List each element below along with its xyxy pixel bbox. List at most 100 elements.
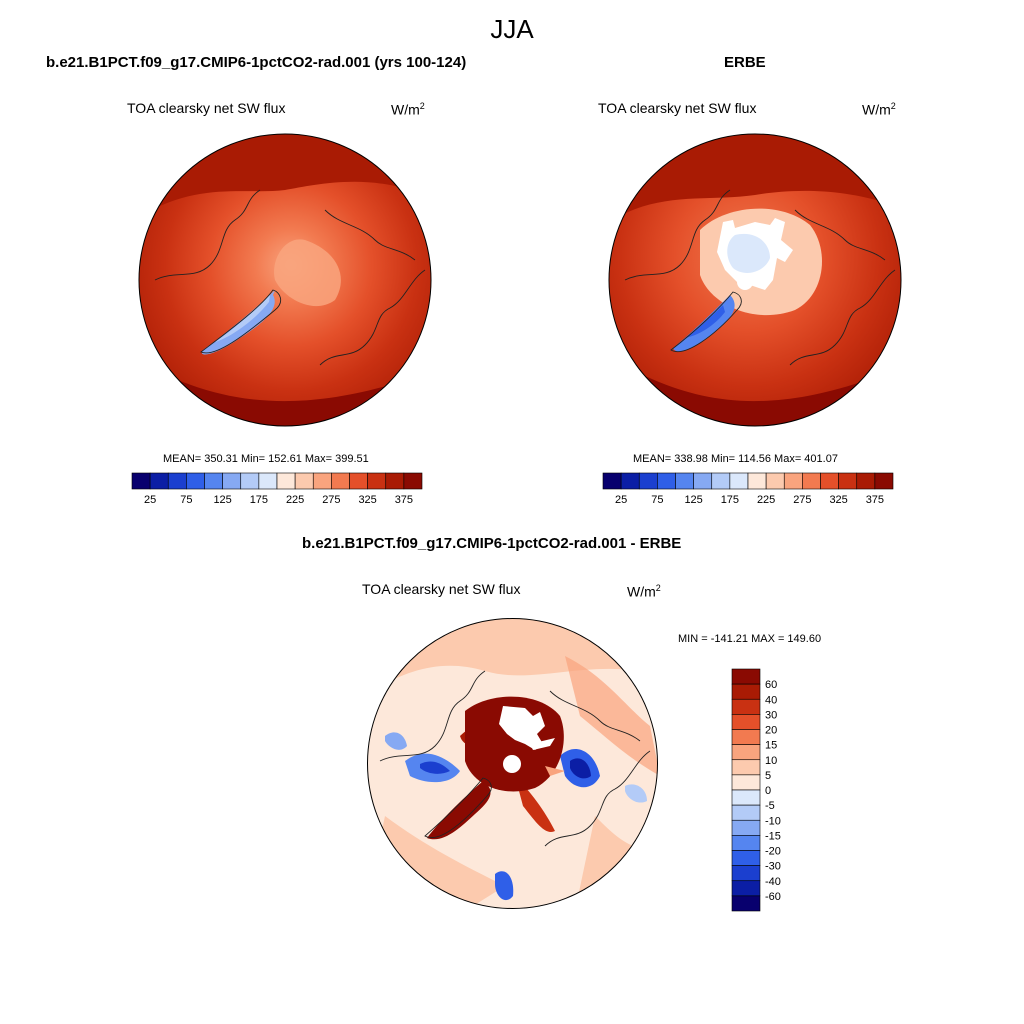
model-greenland-patch	[201, 290, 275, 355]
model-units-label: W/m2	[391, 101, 425, 118]
model-panel-title: b.e21.B1PCT.f09_g17.CMIP6-1pctCO2-rad.00…	[46, 54, 467, 71]
obs-units-label: W/m2	[862, 101, 896, 118]
colorbar-tick-label: 25	[144, 494, 156, 506]
colorbar-swatch	[312, 472, 332, 490]
model-variable-label: TOA clearsky net SW flux	[127, 100, 286, 116]
colorbar-swatch	[620, 472, 640, 490]
colorbar-tick-label: 225	[757, 494, 775, 506]
obs-coastline-greenland	[670, 291, 742, 352]
colorbar-tick-label: 325	[358, 494, 376, 506]
colorbar-swatch	[294, 472, 314, 490]
colorbar-swatch	[731, 698, 761, 715]
colorbar-tick-label: 0	[765, 785, 771, 797]
model-polar-map	[138, 133, 432, 427]
colorbar-tick-label: 20	[765, 725, 777, 737]
colorbar-swatch	[731, 865, 761, 882]
colorbar-tick-label: -15	[765, 830, 781, 842]
diff-coastline-na	[379, 670, 486, 762]
colorbar-swatch	[731, 789, 761, 806]
colorbar-swatch	[731, 729, 761, 745]
colorbar-swatch	[222, 472, 242, 490]
colorbar-swatch	[731, 683, 761, 700]
colorbar-swatch	[765, 472, 785, 490]
colorbar-swatch	[204, 472, 223, 490]
diff-coastline-greenland	[424, 777, 492, 838]
colorbar-tick-label: 15	[765, 740, 777, 752]
obs-stats: MEAN= 338.98 Min= 114.56 Max= 401.07	[633, 453, 838, 465]
colorbar-swatch	[731, 835, 761, 851]
diff-units-label: W/m2	[627, 583, 661, 600]
colorbar-swatch	[349, 472, 368, 490]
colorbar-swatch	[802, 472, 821, 490]
colorbar-swatch	[149, 472, 169, 490]
colorbar-tick-label: 5	[765, 770, 771, 782]
diff-missing-polar-cap	[499, 706, 545, 750]
colorbar-tick-label: 175	[721, 494, 739, 506]
colorbar-swatch	[731, 714, 761, 730]
colorbar-swatch	[602, 472, 622, 490]
colorbar-swatch	[731, 744, 761, 761]
diff-blue-south	[495, 871, 514, 901]
colorbar-swatch	[367, 472, 387, 490]
colorbar-tick-label: 10	[765, 755, 777, 767]
colorbar-tick-label: 125	[684, 494, 702, 506]
diff-coastline-eu	[544, 750, 651, 847]
diff-colorbar: 60 40 30 20 15 10 5 0 -5 -10 -15 -20 -30 -40 -60	[731, 668, 781, 912]
colorbar-tick-label: -5	[765, 800, 775, 812]
diff-panel-title: b.e21.B1PCT.f09_g17.CMIP6-1pctCO2-rad.00…	[302, 535, 682, 552]
diff-polar-map	[367, 618, 658, 909]
colorbar-swatch	[874, 472, 894, 490]
colorbar-swatch	[731, 819, 761, 836]
model-coastline-na	[154, 189, 261, 281]
colorbar-swatch	[167, 472, 187, 490]
colorbar-tick-label: 275	[793, 494, 811, 506]
colorbar-tick-label: -20	[765, 846, 781, 858]
colorbar-tick-label: 40	[765, 694, 777, 706]
colorbar-swatch	[731, 668, 761, 685]
colorbar-swatch	[693, 472, 713, 490]
model-coastline-eu	[319, 269, 426, 366]
diff-stats: MIN = -141.21 MAX = 149.60	[678, 633, 822, 645]
model-colorbar: 25 75 125 175 225 275 325 375	[131, 472, 423, 506]
colorbar-tick-label: 60	[765, 679, 777, 691]
colorbar-tick-label: 375	[866, 494, 884, 506]
figure-title: JJA	[490, 14, 534, 44]
colorbar-swatch	[731, 804, 761, 821]
colorbar-swatch	[731, 895, 761, 912]
colorbar-swatch	[638, 472, 658, 490]
colorbar-swatch	[729, 472, 749, 490]
colorbar-tick-label: 30	[765, 709, 777, 721]
colorbar-swatch	[258, 472, 278, 490]
colorbar-swatch	[747, 472, 767, 490]
diff-variable-label: TOA clearsky net SW flux	[362, 581, 521, 597]
colorbar-tick-label: 75	[180, 494, 192, 506]
colorbar-swatch	[403, 472, 423, 490]
colorbar-swatch	[657, 472, 676, 490]
obs-panel-title: ERBE	[724, 54, 766, 71]
obs-variable-label: TOA clearsky net SW flux	[598, 100, 757, 116]
colorbar-tick-label: -30	[765, 861, 781, 873]
obs-coastline-na	[624, 189, 731, 281]
obs-coastline-eu	[789, 269, 896, 366]
colorbar-swatch	[240, 472, 260, 490]
colorbar-tick-label: -10	[765, 815, 781, 827]
colorbar-swatch	[675, 472, 694, 490]
colorbar-tick-label: 75	[651, 494, 663, 506]
model-stats: MEAN= 350.31 Min= 152.61 Max= 399.51	[163, 453, 369, 465]
obs-polar-map	[608, 133, 902, 427]
colorbar-swatch	[731, 850, 761, 866]
colorbar-swatch	[731, 774, 761, 791]
diff-red-greenland-streak	[427, 781, 491, 840]
colorbar-tick-label: -60	[765, 891, 781, 903]
model-coastline-greenland	[200, 289, 282, 354]
colorbar-tick-label: 275	[322, 494, 340, 506]
colorbar-tick-label: 125	[213, 494, 231, 506]
obs-coastline-asia	[794, 209, 886, 261]
colorbar-swatch	[131, 472, 151, 490]
colorbar-swatch	[186, 472, 205, 490]
colorbar-tick-label: 175	[250, 494, 268, 506]
colorbar-swatch	[276, 472, 296, 490]
colorbar-tick-label: -40	[765, 876, 781, 888]
colorbar-tick-label: 375	[395, 494, 413, 506]
model-coastline-asia	[324, 209, 416, 261]
